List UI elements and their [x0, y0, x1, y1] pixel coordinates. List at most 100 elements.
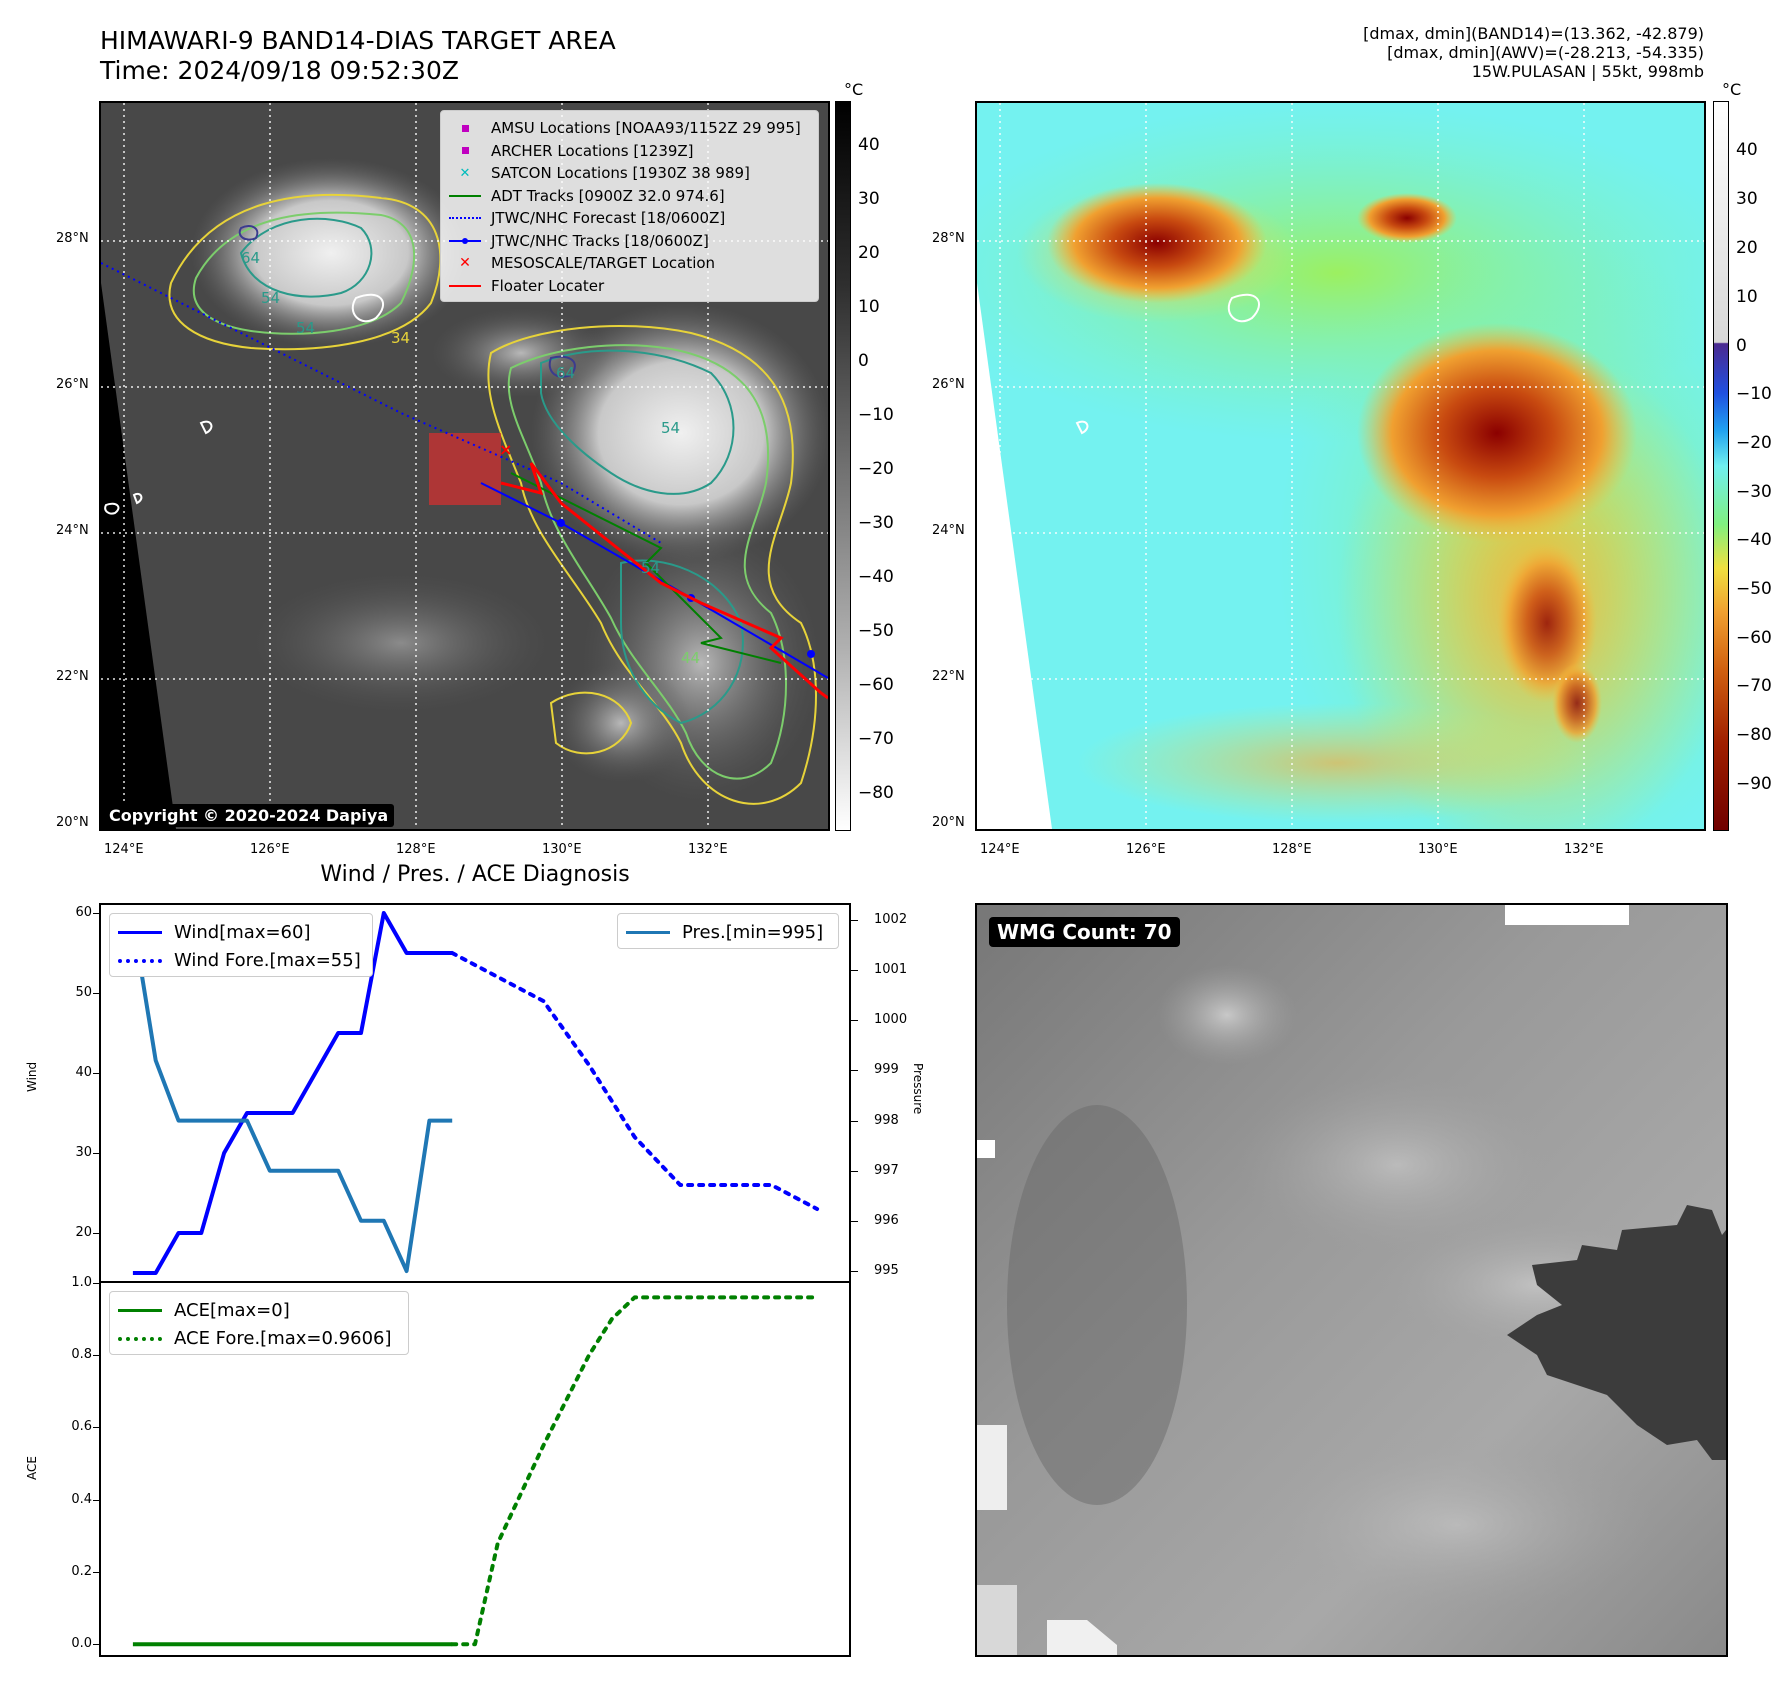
- ace-tick-label: 0.6: [71, 1419, 92, 1435]
- ace-tick-label: 0.0: [71, 1636, 92, 1652]
- colorbar-tick: −10: [1736, 384, 1772, 404]
- ir-map-panel: × 64 54 54 64 54 54 44 34 AMSU Locations…: [99, 101, 830, 831]
- svg-text:54: 54: [296, 319, 315, 337]
- wind-pressure-plot: Wind[max=60] Wind Fore.[max=55] Pres.[mi…: [99, 903, 851, 1283]
- colorbar-tick: −10: [858, 405, 894, 425]
- lat-label: 26°N: [932, 377, 965, 392]
- legend-wind-fore: Wind Fore.[max=55]: [118, 946, 364, 974]
- legend-pres: Pres.[min=995]: [626, 918, 830, 946]
- wind-tick-mark: [93, 993, 99, 994]
- wind-legend: Wind[max=60] Wind Fore.[max=55]: [109, 913, 373, 977]
- colorbar-tick: −50: [858, 621, 894, 641]
- wind-series-line: [132, 911, 453, 1275]
- legend-wind-label: Wind[max=60]: [174, 921, 311, 943]
- colorbar-tick: −90: [1736, 774, 1772, 794]
- legend-forecast-label: JTWC/NHC Forecast [18/0600Z]: [491, 209, 726, 228]
- lon-label: 124°E: [104, 842, 144, 857]
- awv-map-image: [977, 103, 1704, 829]
- colorbar-tick: 40: [1736, 140, 1758, 160]
- ace-tick-mark: [93, 1571, 99, 1573]
- lon-label: 132°E: [688, 842, 728, 857]
- pressure-tick-mark: [851, 1220, 858, 1222]
- left-colorbar-unit: °C: [844, 80, 864, 99]
- legend-target-label: MESOSCALE/TARGET Location: [491, 254, 716, 273]
- colorbar-tick: −40: [1736, 530, 1772, 550]
- colorbar-tick: −30: [1736, 482, 1772, 502]
- wind-forecast-series-line: [450, 951, 820, 1211]
- colorbar-tick: 30: [1736, 189, 1758, 209]
- right-colorbar: [1713, 101, 1729, 831]
- ace-tick-label: 1.0: [71, 1275, 92, 1290]
- pressure-tick-mark: [851, 1020, 858, 1022]
- colorbar-tick: −20: [1736, 433, 1772, 453]
- svg-text:54: 54: [641, 559, 660, 577]
- ace-tick-mark: [93, 1427, 99, 1429]
- map-legend: AMSU Locations [NOAA93/1152Z 29 995] ARC…: [440, 110, 819, 302]
- colorbar-tick: 20: [1736, 238, 1758, 258]
- colorbar-tick: −80: [858, 783, 894, 803]
- wmg-panel: WMG Count: 70: [975, 903, 1728, 1657]
- ace-canvas: [132, 1295, 820, 1647]
- colorbar-tick: −70: [858, 729, 894, 749]
- ace-tick-mark: [93, 1499, 99, 1501]
- colorbar-tick: −40: [858, 567, 894, 587]
- svg-text:64: 64: [556, 364, 575, 382]
- blue-dotted-line-icon: [449, 217, 481, 220]
- legend-satcon: ✕ SATCON Locations [1930Z 38 989]: [449, 162, 810, 185]
- lon-label: 124°E: [980, 842, 1020, 857]
- wind-tick-label: 50: [75, 985, 92, 1000]
- colorbar-tick: 0: [858, 351, 869, 371]
- steel-blue-line-icon: [626, 924, 670, 940]
- legend-archer-label: ARCHER Locations [1239Z]: [491, 141, 694, 160]
- lat-label: 24°N: [56, 523, 89, 538]
- lat-label: 20°N: [932, 815, 965, 830]
- lat-label: 20°N: [56, 815, 89, 830]
- lat-label: 24°N: [932, 523, 965, 538]
- green-line-icon: [449, 194, 481, 197]
- pressure-tick-mark: [851, 920, 858, 922]
- wind-tick-label: 60: [75, 905, 92, 920]
- legend-floater-label: Floater Locater: [491, 276, 605, 295]
- pressure-tick-mark: [851, 970, 858, 972]
- green-line-icon: [118, 1302, 162, 1318]
- legend-ace-label: ACE[max=0]: [174, 1299, 290, 1321]
- lon-label: 126°E: [250, 842, 290, 857]
- pressure-tick-label: 1002: [874, 912, 908, 928]
- pressure-tick-mark: [851, 1120, 858, 1122]
- wind-axis-label: Wind: [25, 1061, 39, 1092]
- pressure-tick-label: 997: [874, 1162, 899, 1178]
- legend-satcon-label: SATCON Locations [1930Z 38 989]: [491, 164, 750, 183]
- legend-wind: Wind[max=60]: [118, 918, 364, 946]
- lon-label: 130°E: [1418, 842, 1458, 857]
- wind-tick-label: 20: [75, 1225, 92, 1240]
- colorbar-tick: 10: [858, 297, 880, 317]
- legend-amsu: AMSU Locations [NOAA93/1152Z 29 995]: [449, 117, 810, 140]
- svg-text:54: 54: [261, 289, 280, 307]
- legend-pres-label: Pres.[min=995]: [682, 921, 824, 943]
- ace-tick-label: 0.8: [71, 1347, 92, 1363]
- legend-archer: ARCHER Locations [1239Z]: [449, 140, 810, 163]
- awv-map-panel: [975, 101, 1706, 831]
- pressure-legend: Pres.[min=995]: [617, 913, 839, 949]
- legend-ace-fore-label: ACE Fore.[max=0.9606]: [174, 1327, 392, 1349]
- wind-tick-mark: [93, 1233, 99, 1234]
- colorbar-tick: −70: [1736, 676, 1772, 696]
- info-awv: [dmax, dmin](AWV)=(-28.213, -54.335): [1387, 43, 1704, 62]
- lat-label: 28°N: [932, 231, 965, 246]
- lon-label: 132°E: [1564, 842, 1604, 857]
- cyan-x-icon: ✕: [459, 165, 471, 181]
- pressure-tick-label: 1001: [874, 962, 908, 978]
- info-band14: [dmax, dmin](BAND14)=(13.362, -42.879): [1363, 24, 1704, 43]
- pressure-axis-label: Pressure: [911, 1063, 925, 1115]
- lat-label: 28°N: [56, 231, 89, 246]
- svg-text:44: 44: [681, 649, 700, 667]
- colorbar-tick: 0: [1736, 336, 1747, 356]
- map-time: Time: 2024/09/18 09:52:30Z: [100, 56, 459, 85]
- red-x-icon: ✕: [459, 255, 471, 272]
- wind-pressure-canvas: [130, 911, 820, 1275]
- wmg-count-badge: WMG Count: 70: [989, 917, 1180, 947]
- colorbar-tick: −60: [1736, 628, 1772, 648]
- colorbar-tick: −20: [858, 459, 894, 479]
- copyright-label: Copyright © 2020-2024 Dapiya: [103, 804, 395, 827]
- map-title: HIMAWARI-9 BAND14-DIAS TARGET AREA: [100, 26, 616, 55]
